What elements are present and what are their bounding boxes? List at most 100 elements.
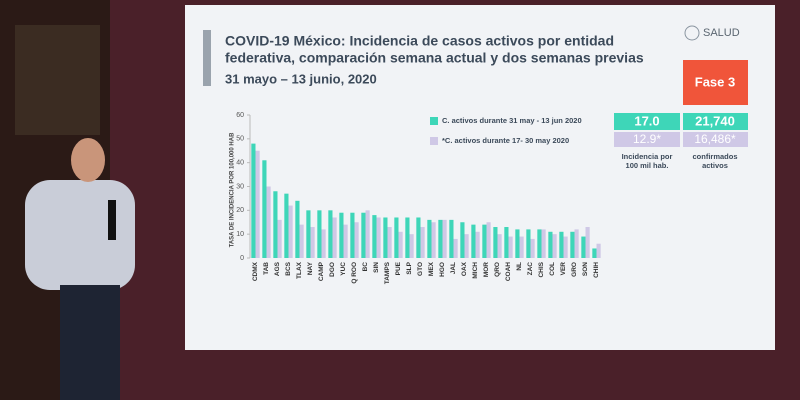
chart-title: federativa, comparación semana actual y … [225,50,644,66]
x-tick-label: MEX [428,261,435,276]
bar [431,222,436,258]
bar [442,219,447,258]
y-tick-label: 50 [236,136,244,143]
bar [482,224,487,258]
stat-box [614,132,680,147]
phase-box [683,60,748,105]
x-tick-label: CHIH [593,262,600,278]
x-tick-label: SLP [406,261,413,274]
chart-title: COVID-19 México: Incidencia de casos act… [225,33,614,49]
bar [420,227,425,258]
y-axis-label: TASA DE INCIDENCIA POR 100,000 HAB [230,132,236,247]
bar [460,222,465,258]
person [25,138,135,400]
bar [262,160,267,258]
bar [519,236,524,258]
bar [504,227,509,258]
x-tick-label: NAY [307,261,314,275]
bar [508,236,513,258]
bar [409,234,414,258]
x-tick-label: Q ROO [351,262,358,284]
screen [185,5,775,350]
bar [585,227,590,258]
bar [277,219,282,258]
bar [552,234,557,258]
bar [398,231,403,258]
stat-box [683,113,748,130]
y-tick-label: 0 [240,255,244,262]
stat-box [683,132,748,147]
stat-box [614,113,680,130]
x-tick-label: NL [516,262,523,271]
bar [350,212,355,258]
phase: Fase 3 [695,74,735,89]
bar [427,219,432,258]
logo-icon [684,25,700,41]
bar [526,229,531,258]
x-tick-label: JAL [450,262,457,274]
bar [541,229,546,258]
bar [592,248,597,258]
y-tick-label: 40 [236,160,244,167]
bar [255,150,260,258]
bar [570,231,575,258]
bar [343,224,348,258]
bar [438,219,443,258]
bar [515,229,520,258]
bar [372,215,377,258]
bar [361,212,366,258]
x-tick-label: HGO [439,262,446,277]
logo: SALUD [703,27,740,39]
bar [471,224,476,258]
bar [453,238,458,258]
bar [416,217,421,258]
bar [464,234,469,258]
stat: 21,740 [695,113,735,128]
stat-label: confirmados [692,152,737,161]
x-tick-label: DGO [329,262,336,277]
bar [251,143,256,258]
bar [530,238,535,258]
bar [339,212,344,258]
stat-label: 100 mil hab. [626,161,669,170]
bar [493,227,498,258]
bar [365,210,370,258]
legend-swatch [430,137,438,145]
x-tick-label: SON [582,262,589,276]
stat: 12.9* [633,132,661,146]
subtitle: 31 mayo – 13 junio, 2020 [225,71,377,86]
stat-label: Incidencia por [622,152,673,161]
x-tick-label: COAH [505,262,512,281]
x-tick-label: TLAX [296,261,303,279]
x-tick-label: ZAC [527,262,534,276]
x-tick-label: COL [549,262,556,276]
bar [548,231,553,258]
bar [317,210,322,258]
x-tick-label: OAX [461,261,468,276]
bar [273,191,278,258]
y-tick-label: 10 [236,231,244,238]
x-tick-label: AGS [274,261,281,276]
x-tick-label: VER [560,262,567,276]
bar [581,236,586,258]
bar [475,231,480,258]
bar [266,186,271,258]
legend-swatch [430,117,438,125]
y-tick-label: 20 [236,207,244,214]
bar [376,217,381,258]
x-tick-label: MOR [483,262,490,277]
y-tick-label: 30 [236,183,244,190]
x-tick-label: PUE [395,261,402,275]
bar [383,217,388,258]
window [15,25,100,135]
bar [288,205,293,258]
x-tick-label: TAB [263,262,270,275]
stat: 16,486* [694,132,736,146]
x-tick-label: QRO [494,262,501,277]
bar [449,219,454,258]
x-tick-label: BC [362,262,369,272]
legend-label: *C. activos durante 17- 30 may 2020 [442,136,569,145]
bar [405,217,410,258]
x-tick-label: SIN [373,262,380,273]
